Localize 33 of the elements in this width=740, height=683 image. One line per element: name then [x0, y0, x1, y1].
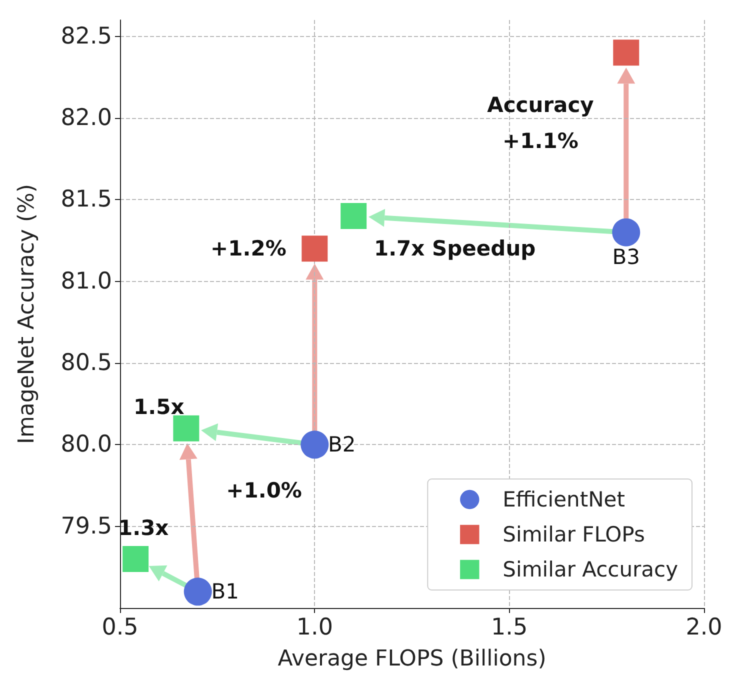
x-tick-label: 1.5	[491, 614, 528, 640]
y-tick-label: 80.0	[60, 432, 112, 458]
point	[173, 415, 200, 442]
point	[340, 203, 367, 229]
x-tick-label: 0.5	[102, 614, 138, 640]
x-axis-title: Average FLOPS (Billions)	[278, 646, 546, 672]
legend-label: Similar Accuracy	[502, 558, 678, 582]
annotation: B1	[211, 580, 240, 604]
annotation: +1.0%	[226, 478, 302, 502]
y-tick-label: 81.0	[60, 268, 112, 294]
x-tick-label: 1.0	[296, 614, 333, 640]
annotation: 1.5x	[134, 395, 185, 420]
point	[300, 430, 329, 459]
point	[612, 218, 640, 246]
annotation: B2	[328, 432, 356, 457]
legend-label: EfficientNet	[502, 488, 625, 512]
annotation: B3	[612, 244, 640, 269]
y-tick-label: 82.0	[60, 105, 112, 131]
y-tick-label: 79.5	[60, 513, 112, 540]
annotation: 1.7x Speedup	[374, 236, 536, 261]
point	[122, 546, 149, 572]
y-axis-title: ImageNet Accuracy (%)	[14, 184, 40, 444]
annotation: Accuracy +1.1%	[487, 92, 594, 153]
annotation: 1.3x	[118, 516, 170, 540]
y-tick-label: 82.5	[60, 23, 112, 50]
point	[184, 578, 212, 606]
annotation: +1.2%	[210, 236, 286, 261]
y-tick-label: 81.5	[60, 186, 112, 213]
point	[613, 40, 640, 66]
y-tick-label: 80.5	[60, 350, 112, 376]
x-tick-label: 2.0	[686, 614, 722, 640]
legend-label: Similar FLOPs	[502, 522, 645, 546]
point	[302, 236, 328, 262]
